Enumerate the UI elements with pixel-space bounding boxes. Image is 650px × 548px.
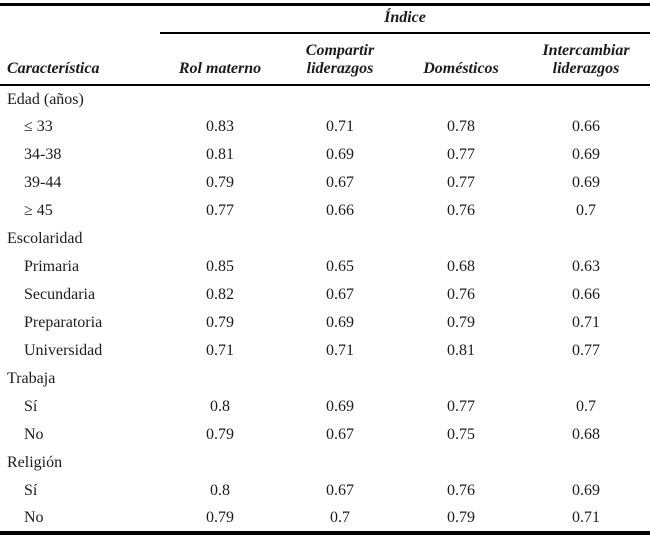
value-cell: 0.77 — [447, 397, 475, 415]
section-label: Trabaja — [7, 369, 56, 387]
row-label: Sí — [24, 397, 38, 415]
index-spanner-label: Índice — [160, 4, 650, 34]
value-cell: 0.67 — [326, 481, 354, 499]
value-cell: 0.82 — [206, 285, 234, 303]
value-cell: 0.71 — [326, 341, 354, 359]
section-label: Edad (años) — [7, 91, 84, 108]
value-cell: 0.83 — [206, 117, 234, 135]
row-label: Universidad — [24, 341, 103, 359]
data-row-39-44: 39-44 0.79 0.67 0.77 0.69 — [0, 169, 650, 197]
value-cell: 0.65 — [326, 257, 354, 275]
value-cell: 0.67 — [326, 173, 354, 191]
value-cell: 0.76 — [447, 481, 475, 499]
section-row-trabaja: Trabaja — [0, 365, 650, 393]
spanner-empty-cell — [0, 5, 160, 33]
value-cell: 0.71 — [572, 508, 600, 526]
value-cell: 0.7 — [576, 201, 596, 219]
row-label: Secundaria — [24, 285, 96, 303]
section-row-escolaridad: Escolaridad — [0, 225, 650, 253]
value-cell: 0.68 — [572, 425, 600, 443]
value-cell: 0.69 — [326, 397, 354, 415]
value-cell: 0.76 — [447, 285, 475, 303]
row-label: Sí — [24, 481, 38, 499]
data-row-34-38: 34-38 0.81 0.69 0.77 0.69 — [0, 141, 650, 169]
data-row-ge45: ≥ 45 0.77 0.66 0.76 0.7 — [0, 197, 650, 225]
row-label: 34-38 — [24, 145, 62, 163]
indices-table: Índice Característica Rol materno Compar… — [0, 3, 650, 535]
value-cell: 0.71 — [326, 117, 354, 135]
value-cell: 0.7 — [330, 508, 350, 526]
value-cell: 0.79 — [206, 313, 234, 331]
value-cell: 0.67 — [326, 425, 354, 443]
column-header-caracteristica: Característica — [0, 32, 160, 86]
value-cell: 0.69 — [572, 145, 600, 163]
value-cell: 0.77 — [572, 341, 600, 359]
value-cell: 0.8 — [210, 481, 230, 499]
data-row-religion-si: Sí 0.8 0.67 0.76 0.69 — [0, 477, 650, 505]
section-label: Escolaridad — [7, 229, 83, 247]
value-cell: 0.69 — [572, 481, 600, 499]
value-cell: 0.79 — [206, 173, 234, 191]
value-cell: 0.66 — [326, 201, 354, 219]
section-row-religion: Religión — [0, 449, 650, 477]
value-cell: 0.76 — [447, 201, 475, 219]
value-cell: 0.75 — [447, 425, 475, 443]
data-row-le33: ≤ 33 0.83 0.71 0.78 0.66 — [0, 113, 650, 141]
value-cell: 0.66 — [572, 285, 600, 303]
column-header-domesticos: Domésticos — [400, 32, 522, 86]
value-cell: 0.79 — [447, 313, 475, 331]
value-cell: 0.79 — [206, 508, 234, 526]
data-row-trabaja-no: No 0.79 0.67 0.75 0.68 — [0, 421, 650, 449]
value-cell: 0.71 — [572, 313, 600, 331]
section-label: Religión — [7, 453, 63, 471]
value-cell: 0.79 — [447, 508, 475, 526]
section-row-edad: Edad (años) — [0, 85, 650, 113]
column-header-intercambiar-liderazgos: Intercambiar liderazgos — [522, 32, 650, 86]
column-header-rol-materno: Rol materno — [160, 32, 280, 86]
value-cell: 0.81 — [206, 145, 234, 163]
value-cell: 0.77 — [447, 145, 475, 163]
value-cell: 0.79 — [206, 425, 234, 443]
row-label: 39-44 — [24, 173, 62, 191]
data-row-primaria: Primaria 0.85 0.65 0.68 0.63 — [0, 253, 650, 281]
value-cell: 0.69 — [326, 145, 354, 163]
value-cell: 0.77 — [206, 201, 234, 219]
row-label: No — [24, 508, 44, 526]
value-cell: 0.81 — [447, 341, 475, 359]
column-header-compartir-liderazgos: Compartir liderazgos — [280, 32, 400, 86]
data-row-preparatoria: Preparatoria 0.79 0.69 0.79 0.71 — [0, 309, 650, 337]
data-row-secundaria: Secundaria 0.82 0.67 0.76 0.66 — [0, 281, 650, 309]
value-cell: 0.78 — [447, 117, 475, 135]
value-cell: 0.68 — [447, 257, 475, 275]
data-row-universidad: Universidad 0.71 0.71 0.81 0.77 — [0, 337, 650, 365]
index-spanner-row: Índice — [0, 4, 650, 34]
column-header-row: Característica Rol materno Compartir lid… — [0, 32, 650, 86]
value-cell: 0.69 — [326, 313, 354, 331]
value-cell: 0.8 — [210, 397, 230, 415]
data-row-trabaja-si: Sí 0.8 0.69 0.77 0.7 — [0, 393, 650, 421]
row-label: Primaria — [24, 257, 80, 275]
value-cell: 0.67 — [326, 285, 354, 303]
value-cell: 0.7 — [576, 397, 596, 415]
value-cell: 0.66 — [572, 117, 600, 135]
value-cell: 0.69 — [572, 173, 600, 191]
row-label: No — [24, 425, 44, 443]
value-cell: 0.71 — [206, 341, 234, 359]
row-label: ≤ 33 — [24, 117, 53, 135]
value-cell: 0.85 — [206, 257, 234, 275]
value-cell: 0.63 — [572, 257, 600, 275]
value-cell: 0.77 — [447, 173, 475, 191]
data-row-religion-no: No 0.79 0.7 0.79 0.71 — [0, 505, 650, 533]
row-label: Preparatoria — [24, 313, 103, 331]
row-label: ≥ 45 — [24, 201, 53, 219]
